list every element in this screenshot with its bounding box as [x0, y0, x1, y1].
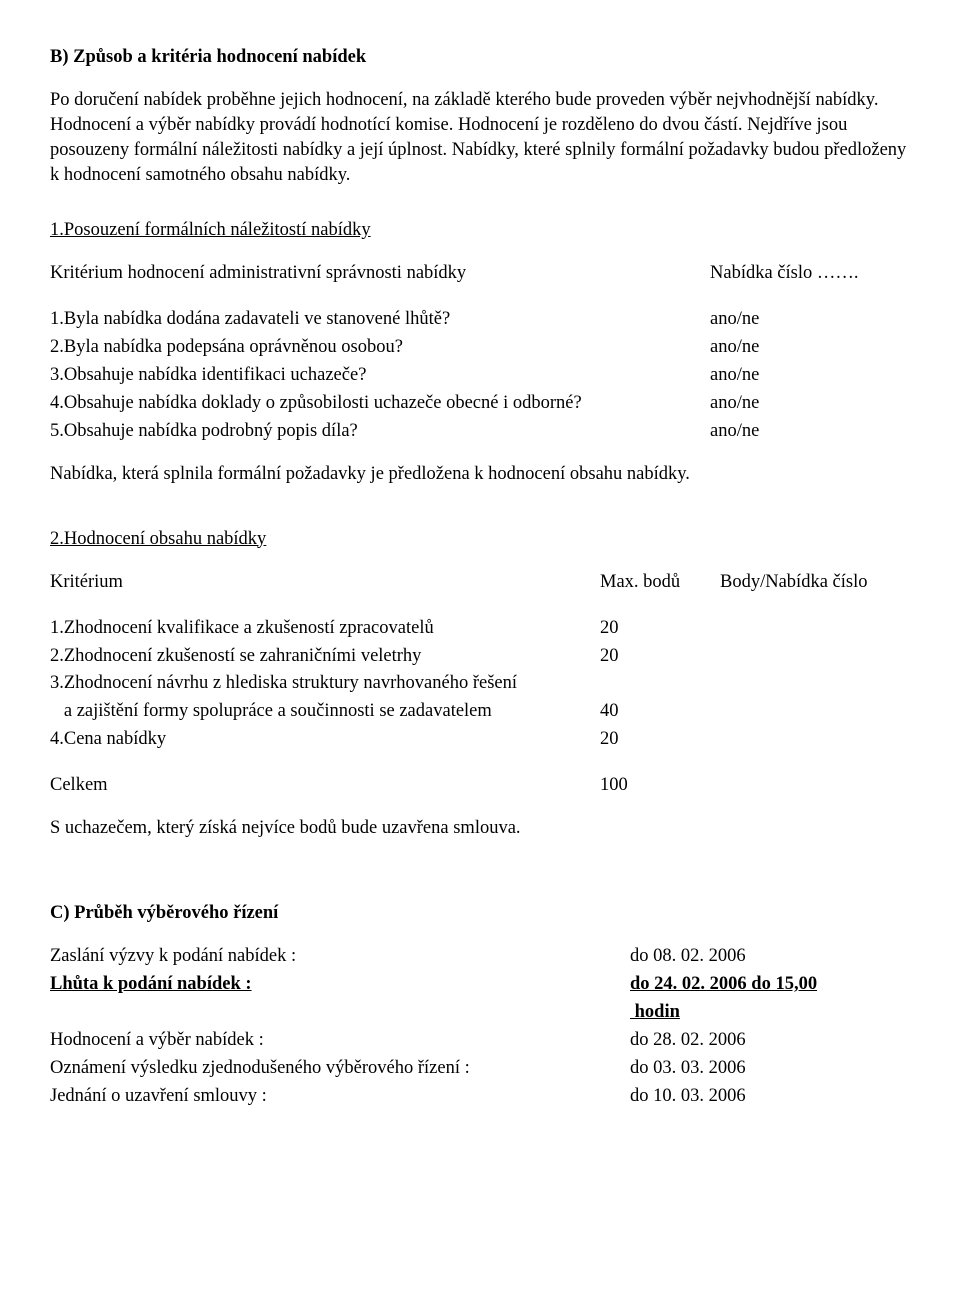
part2-item-row: 4.Cena nabídky20 [50, 727, 910, 752]
section-c-label: Lhůta k podání nabídek : [50, 972, 630, 997]
part1-criterion-row: Kritérium hodnocení administrativní sprá… [50, 261, 910, 286]
section-c-value: do 10. 03. 2006 [630, 1084, 910, 1109]
part2-total-blank [720, 773, 910, 798]
part1-item-answer: ano/ne [710, 363, 910, 388]
part1-items: 1.Byla nabídka dodána zadavateli ve stan… [50, 307, 910, 444]
part2-total-row: Celkem 100 [50, 773, 910, 798]
section-c-title: C) Průběh výběrového řízení [50, 901, 910, 926]
part1-footer: Nabídka, která splnila formální požadavk… [50, 462, 910, 487]
part2-item-label: 4.Cena nabídky [50, 727, 600, 752]
part2-rows: 1.Zhodnocení kvalifikace a zkušeností zp… [50, 616, 910, 753]
section-c-value: do 03. 03. 2006 [630, 1056, 910, 1081]
part2-total-label: Celkem [50, 773, 600, 798]
part1-item-question: 2.Byla nabídka podepsána oprávněnou osob… [50, 335, 710, 360]
part1-item-answer: ano/ne [710, 419, 910, 444]
part1-item-row: 5.Obsahuje nabídka podrobný popis díla?a… [50, 419, 910, 444]
part2-item-label: 1.Zhodnocení kvalifikace a zkušeností zp… [50, 616, 600, 641]
part2-item-row: 1.Zhodnocení kvalifikace a zkušeností zp… [50, 616, 910, 641]
part2-item-label: a zajištění formy spolupráce a součinnos… [50, 699, 600, 724]
part2-header-c2: Max. bodů [600, 570, 720, 595]
part2-item-blank [720, 699, 910, 724]
part2-item-label: 2.Zhodnocení zkušeností se zahraničními … [50, 644, 600, 669]
section-c-row: Lhůta k podání nabídek :do 24. 02. 2006 … [50, 972, 910, 997]
part1-item-answer: ano/ne [710, 391, 910, 416]
part1-item-question: 5.Obsahuje nabídka podrobný popis díla? [50, 419, 710, 444]
section-c-row: Hodnocení a výběr nabídek :do 28. 02. 20… [50, 1028, 910, 1053]
part1-item-row: 2.Byla nabídka podepsána oprávněnou osob… [50, 335, 910, 360]
section-c-label: Hodnocení a výběr nabídek : [50, 1028, 630, 1053]
section-c-row: hodin [50, 1000, 910, 1025]
part2-item-blank [720, 644, 910, 669]
section-c-row: Jednání o uzavření smlouvy :do 10. 03. 2… [50, 1084, 910, 1109]
section-c-label [50, 1000, 630, 1025]
part2-heading: 2.Hodnocení obsahu nabídky [50, 527, 910, 552]
criterion-label: Kritérium hodnocení administrativní sprá… [50, 261, 710, 286]
part2-item-blank [720, 671, 910, 696]
part2-total-pts: 100 [600, 773, 720, 798]
section-c-value: do 28. 02. 2006 [630, 1028, 910, 1053]
part1-item-row: 1.Byla nabídka dodána zadavateli ve stan… [50, 307, 910, 332]
section-b-title: B) Způsob a kritéria hodnocení nabídek [50, 45, 910, 70]
section-c-row: Oznámení výsledku zjednodušeného výběrov… [50, 1056, 910, 1081]
part2-header-row: Kritérium Max. bodů Body/Nabídka číslo [50, 570, 910, 595]
part1-item-row: 3.Obsahuje nabídka identifikaci uchazeče… [50, 363, 910, 388]
part2-item-blank [720, 727, 910, 752]
part2-item-row: a zajištění formy spolupráce a součinnos… [50, 699, 910, 724]
part2-item-points: 20 [600, 644, 720, 669]
part2-item-points [600, 671, 720, 696]
section-c-label: Oznámení výsledku zjednodušeného výběrov… [50, 1056, 630, 1081]
part2-item-points: 20 [600, 616, 720, 641]
part1-item-question: 1.Byla nabídka dodána zadavateli ve stan… [50, 307, 710, 332]
part2-item-points: 20 [600, 727, 720, 752]
section-b-para1: Po doručení nabídek proběhne jejich hodn… [50, 88, 910, 188]
part2-item-row: 2.Zhodnocení zkušeností se zahraničními … [50, 644, 910, 669]
part2-item-points: 40 [600, 699, 720, 724]
part1-item-question: 3.Obsahuje nabídka identifikaci uchazeče… [50, 363, 710, 388]
section-c-value: hodin [630, 1000, 910, 1025]
part1-item-answer: ano/ne [710, 335, 910, 360]
part1-item-question: 4.Obsahuje nabídka doklady o způsobilost… [50, 391, 710, 416]
part2-footer: S uchazečem, který získá nejvíce bodů bu… [50, 816, 910, 841]
section-c-row: Zaslání výzvy k podání nabídek :do 08. 0… [50, 944, 910, 969]
part2-item-label: 3.Zhodnocení návrhu z hlediska struktury… [50, 671, 600, 696]
section-c-label: Jednání o uzavření smlouvy : [50, 1084, 630, 1109]
part1-heading: 1.Posouzení formálních náležitostí nabíd… [50, 218, 910, 243]
criterion-value: Nabídka číslo ……. [710, 261, 910, 286]
part2-header-c1: Kritérium [50, 570, 600, 595]
part2-item-blank [720, 616, 910, 641]
section-c-value: do 24. 02. 2006 do 15,00 [630, 972, 910, 997]
section-c-rows: Zaslání výzvy k podání nabídek :do 08. 0… [50, 944, 910, 1109]
part2-header-c3: Body/Nabídka číslo [720, 570, 910, 595]
part1-item-answer: ano/ne [710, 307, 910, 332]
part1-item-row: 4.Obsahuje nabídka doklady o způsobilost… [50, 391, 910, 416]
part2-item-row: 3.Zhodnocení návrhu z hlediska struktury… [50, 671, 910, 696]
section-c-label: Zaslání výzvy k podání nabídek : [50, 944, 630, 969]
section-c-value: do 08. 02. 2006 [630, 944, 910, 969]
